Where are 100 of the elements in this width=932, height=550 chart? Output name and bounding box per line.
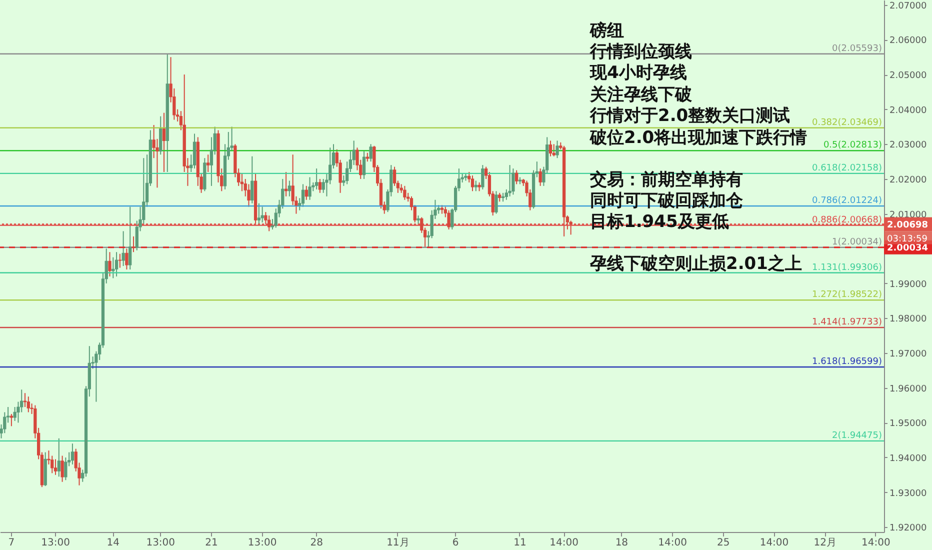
y-tick-label: 1.99000	[890, 280, 927, 290]
y-tick-label: 2.04000	[890, 106, 927, 116]
candlestick	[128, 206, 132, 270]
x-tick-label: 14:00	[760, 538, 789, 548]
candlestick	[304, 185, 308, 200]
candlestick	[114, 252, 118, 277]
x-tick-label: 7	[8, 538, 15, 548]
x-tick-label: 21	[205, 538, 218, 548]
text: 03:13:59	[887, 234, 928, 244]
annotation: 关注孕线下破	[589, 85, 693, 105]
candlestick	[118, 253, 122, 268]
candlestick	[403, 185, 406, 200]
y-tick-label: 1.95000	[890, 419, 927, 430]
x-tick-label: 13:00	[146, 538, 176, 548]
y-tick-label: 1.93000	[890, 488, 927, 499]
candlestick	[108, 252, 112, 277]
candlestick	[322, 178, 325, 194]
candlestick	[552, 144, 556, 157]
y-tick-label: 1.96000	[890, 384, 927, 394]
candlestick	[301, 184, 305, 208]
candlestick	[257, 202, 260, 225]
x-tick-label: 14:00	[862, 538, 890, 548]
candlestick	[162, 112, 166, 172]
candlestick	[64, 456, 68, 481]
candlestick	[481, 164, 484, 190]
ref-line-label: 2.00034	[887, 243, 928, 254]
annotation: 现4小时孕线	[589, 63, 687, 83]
ref-line-label: 1.414(1.97733)	[812, 318, 882, 328]
x-tick-label: 13:00	[248, 538, 277, 548]
candlestick	[122, 230, 125, 266]
candlestick	[362, 150, 366, 180]
x-tick-label: 6	[452, 538, 459, 548]
ref-line-label: 0.382(2.03469)	[812, 118, 882, 128]
candlestick	[250, 156, 254, 204]
candlestick	[288, 180, 292, 197]
candlestick	[60, 455, 64, 482]
candlestick	[132, 236, 136, 253]
annotation: 交易：前期空单持有	[589, 170, 743, 190]
candlestick	[470, 174, 474, 192]
candlestick	[548, 140, 552, 157]
candlestick	[159, 116, 162, 156]
ref-line-label: 1.131(1.99306)	[812, 262, 882, 273]
ref-line-label: 0.786(2.01224)	[812, 196, 882, 206]
x-tick-label: 14:00	[550, 538, 578, 548]
candlestick	[308, 176, 312, 200]
candlestick	[26, 396, 30, 413]
x-tick-label: 28	[310, 538, 323, 548]
x-tick-label: 13:00	[41, 538, 70, 548]
candlestick	[54, 458, 58, 476]
candlestick	[318, 178, 322, 194]
candlestick	[538, 168, 542, 186]
ref-line-label: 2.00698	[887, 220, 928, 230]
ref-line-label: 1.272(1.98522)	[812, 290, 882, 300]
candlestick	[192, 133, 196, 170]
ref-line-label: 0.618(2.02158)	[812, 163, 882, 174]
candlestick	[556, 140, 559, 159]
candlestick	[494, 190, 498, 214]
candlestick	[268, 215, 271, 232]
ref-line-label: 0(2.05593)	[832, 44, 882, 54]
candlestick	[70, 443, 74, 465]
annotation: 行情对于2.0整数关口测试	[589, 106, 790, 126]
y-tick-label: 1.98000	[890, 314, 927, 325]
annotation: 破位2.0将出现加速下跌行情	[589, 128, 808, 148]
x-tick-label: 11月	[386, 538, 410, 548]
x-tick-label: 25	[717, 538, 730, 548]
x-tick-label: 14	[106, 538, 120, 548]
x-tick-label: 14:00	[658, 538, 687, 548]
ref-line-label: 0.5(2.02813)	[823, 140, 882, 151]
candlestick	[206, 154, 210, 172]
candlestick	[10, 413, 14, 427]
annotation: 孕线下破空则止损2.01之上	[589, 254, 802, 274]
candlestick	[260, 206, 264, 223]
y-tick-label: 1.97000	[890, 350, 927, 360]
candlestick	[515, 170, 518, 185]
candlestick	[369, 144, 372, 162]
candlestick	[508, 164, 512, 197]
y-tick-label: 2.02000	[890, 175, 927, 186]
ref-line-label: 2(1.94475)	[832, 430, 882, 441]
y-tick-label: 1.92000	[890, 524, 927, 534]
candlestick	[125, 248, 128, 270]
x-tick-label: 18	[615, 538, 628, 548]
x-tick-label: 11	[514, 538, 526, 548]
ref-line-label: 1.618(1.96599)	[812, 357, 882, 368]
x-tick-label: 12月	[814, 538, 836, 548]
candlestick	[314, 168, 318, 190]
ref-line-label: 1(2.00034)	[832, 237, 882, 248]
candlestick	[512, 168, 515, 196]
candlestick	[284, 171, 288, 197]
y-tick-label: 2.06000	[890, 36, 927, 46]
y-tick-label: 2.03000	[890, 140, 927, 151]
ref-line-label: 0.886(2.00668)	[812, 215, 882, 226]
candlestick	[57, 438, 60, 478]
annotation: 行情到位颈线	[589, 42, 692, 62]
y-tick-label: 1.94000	[890, 454, 927, 464]
y-tick-label: 2.01000	[890, 210, 927, 220]
y-tick-label: 2.07000	[890, 1, 927, 12]
annotation: 磅纽	[589, 21, 624, 41]
candlestick	[474, 180, 478, 192]
candlestick	[447, 210, 450, 230]
y-tick-label: 2.05000	[890, 71, 927, 82]
